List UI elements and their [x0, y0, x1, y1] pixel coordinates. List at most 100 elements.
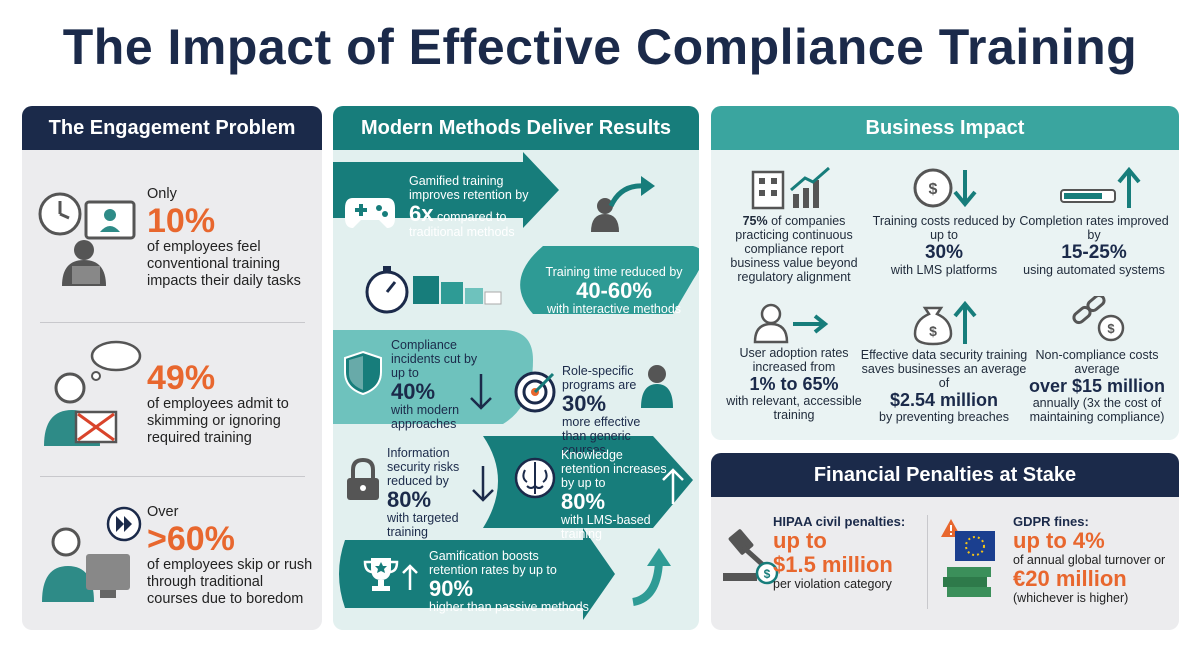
business-stat-4: 1% to 65%	[749, 374, 839, 394]
hipaa-stat-1: up to	[773, 528, 827, 553]
business-stat-2: 30%	[924, 242, 964, 263]
user-arrow-icon	[753, 303, 829, 344]
business-post-4: with relevant, accessible training	[726, 394, 862, 422]
money-bag-arrow-up-icon: $	[913, 300, 977, 346]
gamepad-icon	[345, 198, 395, 228]
svg-text:$: $	[929, 181, 938, 198]
method-post-1: compared to traditional methods	[409, 210, 515, 239]
method-post-2: with interactive methods	[546, 302, 682, 316]
method-stat-4: 30%	[562, 391, 607, 416]
method-pre-7: Gamification boosts retention rates by u…	[429, 549, 557, 577]
person-thought-book-icon	[44, 340, 142, 446]
engagement-stat-1: 10%	[147, 202, 216, 240]
business-post-5: by preventing breaches	[879, 410, 1009, 424]
method-stat-3: 40%	[391, 379, 436, 404]
method-stat-7: 90%	[429, 576, 474, 601]
business-post-6: annually (3x the cost of maintaining com…	[1029, 396, 1165, 424]
gdpr-label: GDPR fines:	[1013, 514, 1089, 529]
business-stat-3: 15-25%	[1061, 242, 1127, 263]
engagement-item-2: 49% of employees admit to skimming or ig…	[22, 322, 322, 476]
divider	[40, 476, 305, 477]
engagement-pre-3: Over	[147, 504, 179, 520]
business-post-3: using automated systems	[1023, 263, 1165, 277]
method-pre-3: Compliance incidents cut by up to	[391, 338, 478, 380]
person-arrow-icon	[591, 176, 655, 232]
method-post-4: more effective than generic courses	[562, 415, 641, 457]
business-text-1: of companies practicing continuous compl…	[730, 214, 858, 284]
stopwatch-bars-icon	[365, 266, 502, 314]
method-pre-4: Role-specific programs are	[562, 364, 637, 392]
bored-person-computer-icon	[42, 506, 142, 602]
eu-flag-money-icon	[941, 519, 995, 597]
method-pre-5: Information security risks reduced by	[387, 446, 460, 488]
business-stat-1: 75%	[742, 214, 768, 228]
hipaa-stat-2: $1.5 million	[773, 552, 893, 577]
target-icon	[514, 371, 556, 413]
methods-flow-graphic	[333, 152, 699, 620]
engagement-panel: The Engagement Problem Only 10% of emplo…	[22, 106, 322, 630]
business-stat-6: over $15 million	[1028, 376, 1166, 396]
business-pre-3: Completion rates improved by	[1019, 214, 1169, 242]
building-chart-icon	[751, 166, 830, 210]
engagement-text-2: of employees admit to skimming or ignori…	[147, 396, 289, 446]
engagement-item-3: Over >60% of employees skip or rush thro…	[22, 476, 322, 630]
shield-icon	[344, 350, 382, 396]
method-pre-6: Knowledge retention increases by up to	[561, 448, 667, 490]
gdpr-mid: of annual global turnover or	[1013, 553, 1166, 567]
business-pre-5: Effective data security training saves b…	[860, 348, 1028, 390]
engagement-stat-3: >60%	[147, 520, 235, 558]
business-pre-4: User adoption rates increased from	[739, 346, 849, 374]
person-icon	[641, 365, 673, 408]
arrow-up-icon	[402, 564, 418, 590]
broken-chain-coin-icon: $	[1072, 296, 1125, 342]
engagement-text-1: of employees feel conventional training …	[147, 239, 301, 289]
hipaa-label: HIPAA civil penalties:	[773, 514, 906, 529]
arrow-down-icon	[470, 374, 492, 410]
penalties-header: Financial Penalties at Stake	[711, 453, 1179, 497]
divider	[927, 515, 928, 609]
trophy-icon	[363, 558, 399, 591]
gavel-coin-icon: $	[723, 529, 779, 585]
coins-arrow-down-icon: $	[913, 168, 977, 208]
method-stat-5: 80%	[387, 487, 432, 512]
engagement-stat-2: 49%	[147, 359, 216, 397]
methods-panel: Modern Methods Deliver Results Gamified …	[333, 106, 699, 630]
method-pre-2: Training time reduced by	[545, 265, 683, 279]
brain-icon	[514, 457, 556, 499]
gdpr-post: (whichever is higher)	[1013, 591, 1129, 605]
page-title: The Impact of Effective Compliance Train…	[62, 19, 1138, 75]
progress-bar-arrow-up-icon	[1060, 166, 1141, 208]
method-pre-1: Gamified training improves retention by	[409, 174, 529, 202]
hipaa-post: per violation category	[773, 577, 892, 591]
arrow-up-icon	[662, 468, 684, 504]
method-post-5: with targeted training	[387, 511, 459, 539]
method-post-3: with modern approaches	[391, 403, 460, 431]
method-stat-2: 40-60%	[576, 278, 652, 303]
methods-header: Modern Methods Deliver Results	[333, 106, 699, 150]
engagement-pre-1: Only	[147, 186, 177, 202]
gdpr-stat-2: €20 million	[1013, 566, 1127, 591]
method-stat-1: 6x	[409, 201, 434, 226]
business-impact-panel: Business Impact 75% of companies practic…	[711, 106, 1179, 440]
person-clock-computer-icon	[38, 192, 136, 286]
method-post-7: higher than passive methods	[429, 600, 589, 614]
business-header: Business Impact	[711, 106, 1179, 150]
svg-text:$: $	[764, 567, 771, 581]
method-stat-6: 80%	[561, 489, 606, 514]
engagement-item-1: Only 10% of employees feel conventional …	[22, 150, 322, 322]
business-stat-5: $2.54 million	[889, 390, 999, 410]
business-pre-2: Training costs reduced by up to	[872, 214, 1016, 242]
lock-icon	[347, 458, 379, 500]
divider	[40, 322, 305, 323]
business-post-2: with LMS platforms	[890, 263, 998, 277]
penalties-panel: Financial Penalties at Stake $ HIPAA civ…	[711, 453, 1179, 630]
svg-text:$: $	[929, 323, 937, 339]
method-post-6: with LMS-based training	[561, 513, 651, 541]
gdpr-stat-1: up to 4%	[1013, 528, 1105, 553]
engagement-text-3: of employees skip or rush through tradit…	[147, 557, 313, 607]
business-pre-6: Non-compliance costs average	[1035, 348, 1159, 376]
engagement-header: The Engagement Problem	[22, 106, 322, 150]
arrow-down-icon	[472, 466, 494, 502]
svg-text:$: $	[1107, 321, 1115, 336]
curved-arrow-up-icon	[632, 548, 671, 606]
